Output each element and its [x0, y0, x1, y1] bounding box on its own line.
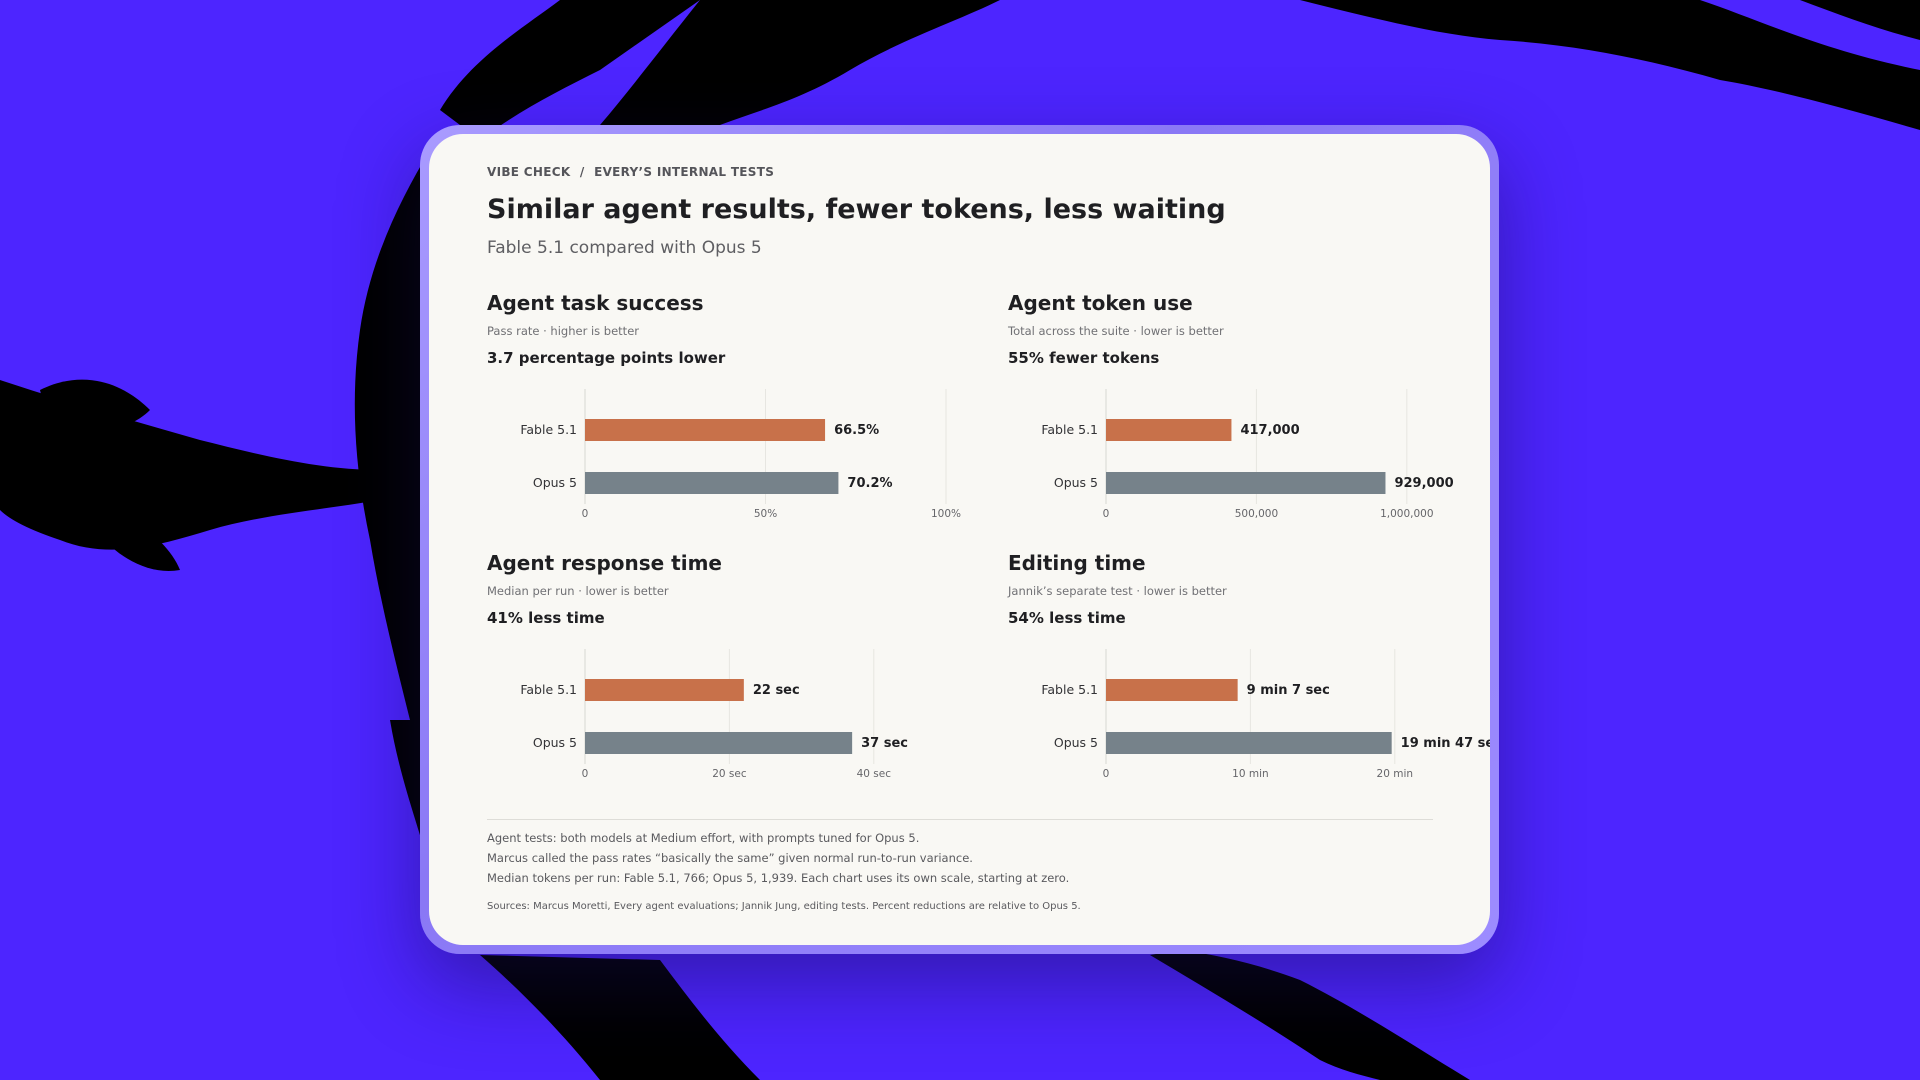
footnote-line: Agent tests: both models at Medium effor…	[487, 831, 920, 845]
bar	[1106, 472, 1386, 494]
eyebrow-section: VIBE CHECK	[487, 165, 571, 179]
infographic-card: VIBE CHECK / EVERY’S INTERNAL TESTS Simi…	[429, 134, 1490, 945]
value-label: 417,000	[1240, 423, 1299, 438]
sources-note: Sources: Marcus Moretti, Every agent eva…	[487, 901, 1081, 912]
tick-label: 20 sec	[712, 768, 747, 780]
bar	[585, 419, 826, 441]
category-label: Fable 5.1	[1041, 422, 1098, 437]
panel-title-editing-time: Editing time	[1008, 551, 1146, 575]
value-label: 9 min 7 sec	[1247, 683, 1330, 698]
bar	[1106, 732, 1392, 754]
tick-label: 0	[1103, 508, 1110, 520]
page-subtitle: Fable 5.1 compared with Opus 5	[487, 238, 762, 258]
tick-label: 500,000	[1235, 508, 1278, 520]
category-label: Opus 5	[533, 735, 577, 750]
tick-label: 100%	[931, 508, 961, 520]
bar	[585, 679, 744, 701]
category-label: Fable 5.1	[520, 422, 577, 437]
footnote-line: Marcus called the pass rates “basically …	[487, 851, 973, 865]
panel-callout-editing-time: 54% less time	[1008, 609, 1126, 627]
bar	[585, 472, 839, 494]
category-label: Fable 5.1	[1041, 682, 1098, 697]
panel-title-response-time: Agent response time	[487, 551, 722, 575]
value-label: 22 sec	[753, 683, 800, 698]
tick-label: 0	[582, 768, 589, 780]
bar	[585, 732, 853, 754]
panel-subtitle-task-success: Pass rate · higher is better	[487, 324, 639, 338]
tick-label: 50%	[754, 508, 777, 520]
eyebrow-separator: /	[579, 165, 585, 179]
tick-label: 0	[582, 508, 589, 520]
value-label: 929,000	[1394, 476, 1453, 491]
chart-editing-time: Fable 5.1 9 min 7 sec Opus 5 19 min 47 sec 0…	[1041, 649, 1490, 780]
category-label: Opus 5	[533, 475, 577, 490]
chart-response-time: Fable 5.1 22 sec Opus 5 37 sec 0 20 sec 40 sec	[520, 649, 908, 780]
value-label: 37 sec	[861, 736, 908, 751]
footer-divider	[487, 819, 1433, 820]
tick-label: 10 min	[1232, 768, 1269, 780]
value-label: 66.5%	[834, 423, 879, 438]
tick-label: 40 sec	[857, 768, 892, 780]
value-label: 70.2%	[847, 476, 892, 491]
page-title: Similar agent results, fewer tokens, les…	[487, 194, 1226, 225]
eyebrow: VIBE CHECK / EVERY’S INTERNAL TESTS	[487, 165, 774, 179]
bar	[1106, 679, 1238, 701]
panel-title-task-success: Agent task success	[487, 291, 704, 315]
chart-token-use: Fable 5.1 417,000 Opus 5 929,000 0 500,000 1,0…	[1041, 389, 1454, 520]
panel-callout-task-success: 3.7 percentage points lower	[487, 349, 726, 367]
chart-task-success: Fable 5.1 66.5% Opus 5 70.2% 0 50% 100%	[520, 389, 961, 520]
tick-label: 1,000,000	[1380, 508, 1433, 520]
category-label: Opus 5	[1054, 475, 1098, 490]
footnote-line: Median tokens per run: Fable 5.1, 766; O…	[487, 871, 1070, 885]
category-label: Opus 5	[1054, 735, 1098, 750]
panel-subtitle-token-use: Total across the suite · lower is better	[1008, 324, 1224, 338]
eyebrow-subsection: EVERY’S INTERNAL TESTS	[594, 165, 775, 179]
panel-callout-response-time: 41% less time	[487, 609, 605, 627]
bar	[1106, 419, 1232, 441]
panel-subtitle-response-time: Median per run · lower is better	[487, 584, 669, 598]
tick-label: 20 min	[1377, 768, 1414, 780]
panel-title-token-use: Agent token use	[1008, 291, 1193, 315]
category-label: Fable 5.1	[520, 682, 577, 697]
panel-callout-token-use: 55% fewer tokens	[1008, 349, 1160, 367]
panel-subtitle-editing-time: Jannik’s separate test · lower is better	[1008, 584, 1227, 598]
value-label: 19 min 47 sec	[1401, 736, 1490, 751]
tick-label: 0	[1103, 768, 1110, 780]
